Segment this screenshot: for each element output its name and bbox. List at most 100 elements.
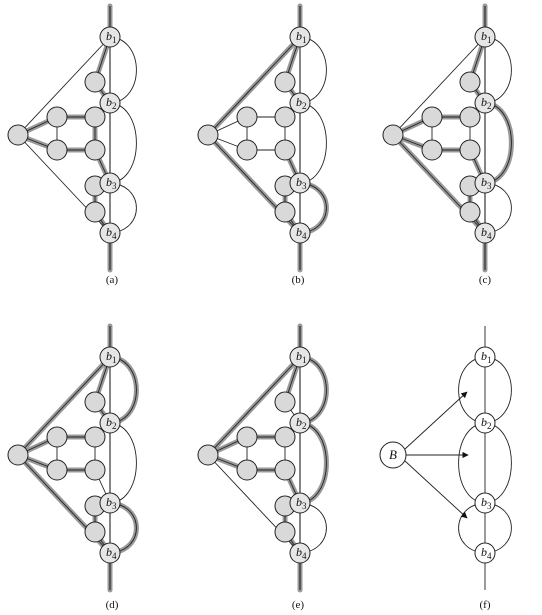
- loop-arc: [109, 102, 137, 184]
- node-u1: [84, 391, 106, 413]
- block-index: 1: [302, 35, 307, 45]
- block-node-b4: [289, 542, 311, 564]
- source-node-B: [379, 441, 407, 469]
- block-label-b3: b3: [296, 175, 307, 191]
- node-i2: [236, 459, 258, 481]
- block-letter: b: [106, 349, 112, 363]
- block-node-b3: [99, 172, 121, 194]
- node-r2: [459, 139, 481, 161]
- block-letter: b: [481, 29, 487, 43]
- loop-arc: [109, 36, 137, 104]
- block-label-b2: b2: [296, 95, 307, 111]
- block-label-b1: b1: [481, 29, 492, 45]
- block-index: 3: [112, 501, 117, 511]
- block-letter: b: [296, 29, 302, 43]
- block-label-b2: b2: [106, 95, 117, 111]
- block-node-b4: [289, 222, 311, 244]
- loop-arc: [484, 356, 512, 424]
- loop-arc: [299, 102, 327, 184]
- block-label-b1: b1: [481, 349, 492, 365]
- block-label-b4: b4: [106, 545, 117, 561]
- block-node-b4: [99, 222, 121, 244]
- node-L: [197, 124, 219, 146]
- block-node-b2: [99, 412, 121, 434]
- block-letter: b: [481, 225, 487, 239]
- block-letter: b: [106, 415, 112, 429]
- panel-caption: (a): [106, 274, 119, 286]
- block-letter: b: [296, 225, 302, 239]
- node-i2: [46, 459, 68, 481]
- block-index: 3: [487, 501, 492, 511]
- block-letter: b: [296, 495, 302, 509]
- edge-L-b1: [207, 356, 301, 456]
- edge-L-b1: [17, 356, 111, 456]
- block-index: 2: [112, 101, 117, 111]
- block-index: 3: [112, 181, 117, 191]
- loop-arc-hl: [297, 354, 329, 426]
- block-node-b4: [99, 542, 121, 564]
- node-u1: [274, 391, 296, 413]
- block-label-b3: b3: [106, 175, 117, 191]
- node-i2: [236, 139, 258, 161]
- block-letter: b: [296, 415, 302, 429]
- block-index: 4: [302, 551, 307, 561]
- panel-caption: (e): [292, 599, 305, 611]
- node-r1: [459, 106, 481, 128]
- loop-arc: [484, 422, 512, 504]
- node-r1: [274, 426, 296, 448]
- node-L: [7, 124, 29, 146]
- node-r2: [274, 139, 296, 161]
- node-u4: [274, 201, 296, 223]
- block-node-b1: [289, 26, 311, 48]
- block-letter: b: [481, 175, 487, 189]
- block-letter: b: [106, 545, 112, 559]
- block-letter: b: [481, 495, 487, 509]
- edge-L-b1: [392, 36, 486, 136]
- block-letter: b: [481, 545, 487, 559]
- block-index: 2: [112, 421, 117, 431]
- block-label-b4: b4: [296, 225, 307, 241]
- block-node-b3: [474, 172, 496, 194]
- arrow-to-b1b2: [404, 391, 468, 450]
- block-index: 4: [112, 231, 117, 241]
- node-r2: [84, 139, 106, 161]
- block-index: 2: [302, 101, 307, 111]
- block-node-b4: [474, 222, 496, 244]
- node-r1: [84, 106, 106, 128]
- block-letter: b: [106, 95, 112, 109]
- block-label-b1: b1: [106, 29, 117, 45]
- node-L: [382, 124, 404, 146]
- block-letter: b: [106, 29, 112, 43]
- block-node-b2: [99, 92, 121, 114]
- panel-caption: (f): [480, 599, 491, 611]
- loop-arc: [484, 102, 512, 184]
- node-i1: [236, 426, 258, 448]
- block-index: 3: [302, 181, 307, 191]
- node-u4: [459, 201, 481, 223]
- block-letter: b: [481, 95, 487, 109]
- loop-arc-hl: [482, 100, 514, 186]
- block-node-b1: [474, 346, 496, 368]
- node-u4: [274, 521, 296, 543]
- block-index: 4: [487, 231, 492, 241]
- block-label-b1: b1: [296, 29, 307, 45]
- block-label-b3: b3: [106, 495, 117, 511]
- node-u1: [84, 71, 106, 93]
- block-index: 2: [487, 101, 492, 111]
- block-letter: b: [106, 495, 112, 509]
- block-label-b3: b3: [481, 175, 492, 191]
- node-i1: [421, 106, 443, 128]
- node-L: [7, 444, 29, 466]
- block-index: 1: [487, 355, 492, 365]
- source-label: B: [389, 447, 397, 462]
- block-node-b1: [99, 346, 121, 368]
- block-label-b4: b4: [481, 545, 492, 561]
- edge-L-b1: [207, 36, 301, 136]
